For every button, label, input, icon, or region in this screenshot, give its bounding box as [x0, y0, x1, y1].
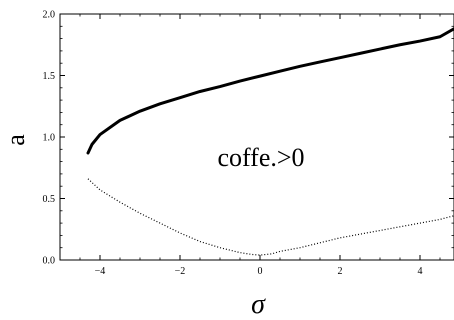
y-tick-label: 2.0 [43, 10, 56, 21]
x-tick-label: 4 [418, 266, 423, 277]
x-axis-title: σ [251, 289, 266, 320]
annotation-label: coffe.>0 [217, 143, 304, 172]
y-tick-label: 0.5 [43, 194, 56, 205]
y-tick-label: 0.0 [43, 256, 56, 267]
y-tick-label: 1.5 [43, 71, 56, 82]
x-tick-label: −4 [95, 266, 106, 277]
axis-ticks [59, 13, 454, 261]
y-axis-title: a [1, 134, 30, 146]
x-tick-label: 2 [338, 266, 343, 277]
x-tick-label: 0 [258, 266, 263, 277]
series-line-solid [86, 27, 454, 155]
y-tick-label: 1.0 [43, 133, 56, 144]
plot-frame [59, 13, 454, 261]
series-line-dotted [87, 178, 454, 256]
axis-tick-labels: −4 −2 0 2 4 0.0 0.5 1.0 1.5 2.0 [43, 10, 423, 278]
series-layer [86, 27, 454, 256]
x-tick-label: −2 [175, 266, 186, 277]
